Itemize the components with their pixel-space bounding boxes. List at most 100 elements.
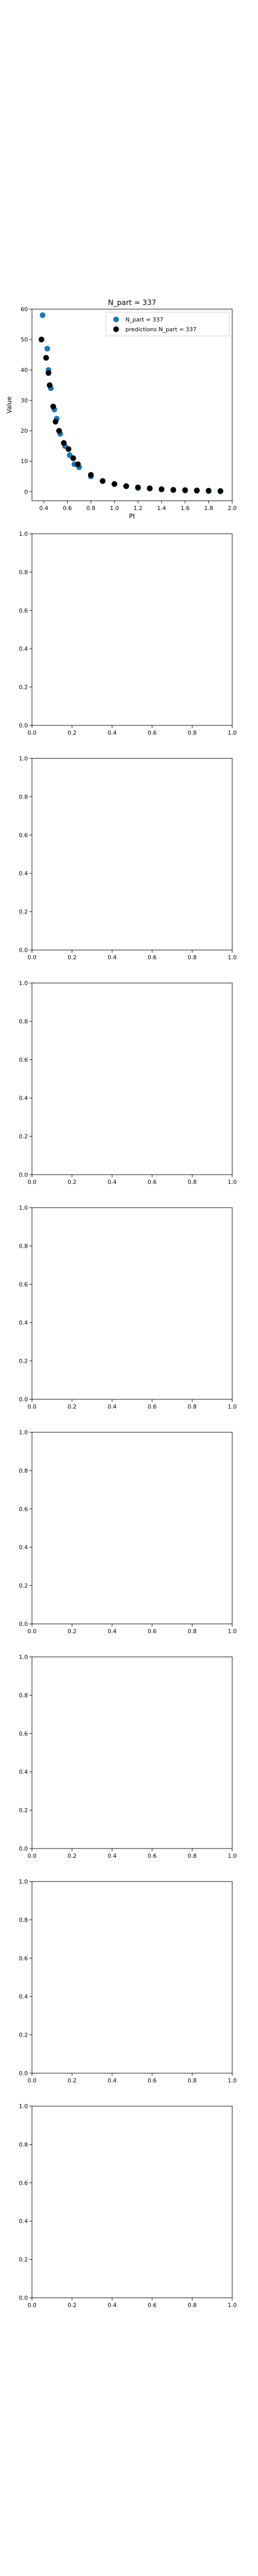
x-tick-label: 0.6 [63, 505, 72, 512]
x-tick-label: 1.0 [228, 954, 237, 961]
x-tick-label: 0.2 [68, 2077, 77, 2084]
y-tick-label: 0.6 [19, 2180, 28, 2187]
x-tick-label: 0.4 [107, 1628, 117, 1635]
x-tick-label: 0.8 [188, 730, 197, 736]
data-point [43, 354, 49, 361]
x-tick-label: 0.8 [188, 2302, 197, 2309]
x-tick-label: 0.0 [27, 1853, 37, 1859]
y-tick-label: 0.8 [19, 1018, 28, 1025]
data-point [100, 478, 106, 484]
x-tick-label: 0.6 [148, 1628, 157, 1635]
x-tick-label: 0.2 [68, 1628, 77, 1635]
y-tick-label: 40 [21, 367, 28, 374]
y-tick-label: 0.4 [19, 1319, 28, 1326]
data-point [61, 440, 67, 446]
x-tick-label: 1.0 [228, 1403, 237, 1410]
x-tick-label: 0.2 [68, 2302, 77, 2309]
series-1 [40, 312, 223, 495]
y-tick-label: 0.0 [19, 722, 28, 729]
axes-frame [31, 1656, 233, 1849]
y-tick-label: 0.4 [19, 646, 28, 652]
y-tick-label: 0.0 [19, 2295, 28, 2301]
y-tick-label: 0 [24, 488, 28, 495]
data-point [205, 488, 212, 494]
x-axis-label: Pt [129, 513, 135, 520]
y-tick-label: 0.8 [19, 1243, 28, 1249]
x-tick-label: 1.0 [228, 2077, 237, 2084]
data-point [70, 455, 76, 461]
y-tick-label: 0.0 [19, 1845, 28, 1852]
y-tick-label: 0.6 [19, 1731, 28, 1737]
y-tick-label: 1.0 [19, 531, 28, 537]
legend-entry-label: N_part = 337 [125, 316, 164, 323]
x-tick-label: 0.6 [148, 2077, 157, 2084]
x-tick-label: 0.6 [148, 2302, 157, 2309]
data-point [158, 486, 165, 493]
data-point [75, 461, 81, 467]
axes-frame [31, 1881, 233, 2074]
y-tick-label: 0.2 [19, 2257, 28, 2263]
chart-7: 0.0 0.2 0.4 0.6 0.8 1.0 0.0 0.2 0.4 0.6 0.8 1.0 [19, 1654, 237, 1859]
y-tick-label: 0.2 [19, 2032, 28, 2039]
y-tick-label: 0.6 [19, 1281, 28, 1288]
x-tick-label: 0.4 [107, 1403, 117, 1410]
y-tick-label: 0.6 [19, 832, 28, 839]
y-tick-label: 1.0 [19, 755, 28, 762]
y-tick-label: 1.0 [19, 1654, 28, 1660]
data-point [182, 487, 188, 493]
x-tick-label: 0.6 [148, 1853, 157, 1859]
x-tick-label: 0.6 [148, 1403, 157, 1410]
y-tick-label: 0.8 [19, 1467, 28, 1474]
y-tick-label: 0.0 [19, 1396, 28, 1403]
y-tick-label: 1.0 [19, 980, 28, 987]
x-tick-label: 1.2 [134, 505, 143, 512]
x-tick-label: 0.8 [188, 2077, 197, 2084]
x-tick-label: 0.0 [27, 1179, 37, 1185]
y-tick-label: 0.4 [19, 870, 28, 877]
y-tick-label: 1.0 [19, 1205, 28, 1211]
x-tick-label: 1.0 [110, 505, 119, 512]
x-tick-label: 0.4 [107, 2077, 117, 2084]
chart-6: 0.0 0.2 0.4 0.6 0.8 1.0 0.0 0.2 0.4 0.6 0.8 1.0 [19, 1429, 237, 1635]
data-point [56, 428, 62, 434]
x-tick-label: 1.0 [228, 1853, 237, 1859]
y-tick-label: 10 [21, 458, 28, 465]
y-axis-label: Value [6, 397, 13, 414]
y-tick-label: 0.6 [19, 1506, 28, 1513]
x-tick-label: 0.2 [68, 954, 77, 961]
y-tick-label: 0.8 [19, 1692, 28, 1699]
x-tick-label: 0.4 [107, 1179, 117, 1185]
x-tick-label: 0.0 [27, 730, 37, 736]
y-tick-label: 20 [21, 428, 28, 434]
y-tick-label: 1.0 [19, 1429, 28, 1436]
y-tick-label: 0.0 [19, 1172, 28, 1178]
chart-3: 0.0 0.2 0.4 0.6 0.8 1.0 0.0 0.2 0.4 0.6 0.8 1.0 [19, 755, 237, 961]
data-point [53, 418, 59, 425]
axes-frame [31, 1432, 233, 1624]
y-tick-label: 0.2 [19, 1358, 28, 1365]
y-tick-label: 0.4 [19, 1769, 28, 1775]
x-tick-label: 0.6 [148, 954, 157, 961]
data-point [40, 312, 46, 318]
chart-9: 0.0 0.2 0.4 0.6 0.8 1.0 0.0 0.2 0.4 0.6 0.8 1.0 [19, 2103, 237, 2309]
x-tick-label: 0.4 [107, 954, 117, 961]
x-tick-label: 0.0 [27, 1628, 37, 1635]
data-point [194, 487, 200, 494]
y-tick-label: 60 [21, 306, 28, 313]
y-tick-label: 50 [21, 336, 28, 343]
x-tick-label: 0.8 [188, 1628, 197, 1635]
x-tick-label: 0.4 [107, 730, 117, 736]
y-tick-label: 0.4 [19, 2218, 28, 2225]
y-tick-label: 0.2 [19, 1583, 28, 1589]
y-tick-label: 30 [21, 397, 28, 404]
y-tick-label: 0.8 [19, 2141, 28, 2148]
x-tick-label: 1.8 [204, 505, 214, 512]
data-point [88, 472, 94, 478]
x-tick-label: 1.0 [228, 1179, 237, 1185]
x-tick-label: 0.4 [107, 2302, 117, 2309]
y-tick-label: 0.0 [19, 2070, 28, 2077]
y-tick-label: 0.0 [19, 1621, 28, 1628]
chart-4: 0.0 0.2 0.4 0.6 0.8 1.0 0.0 0.2 0.4 0.6 0.8 1.0 [19, 980, 237, 1185]
data-point [147, 485, 153, 492]
